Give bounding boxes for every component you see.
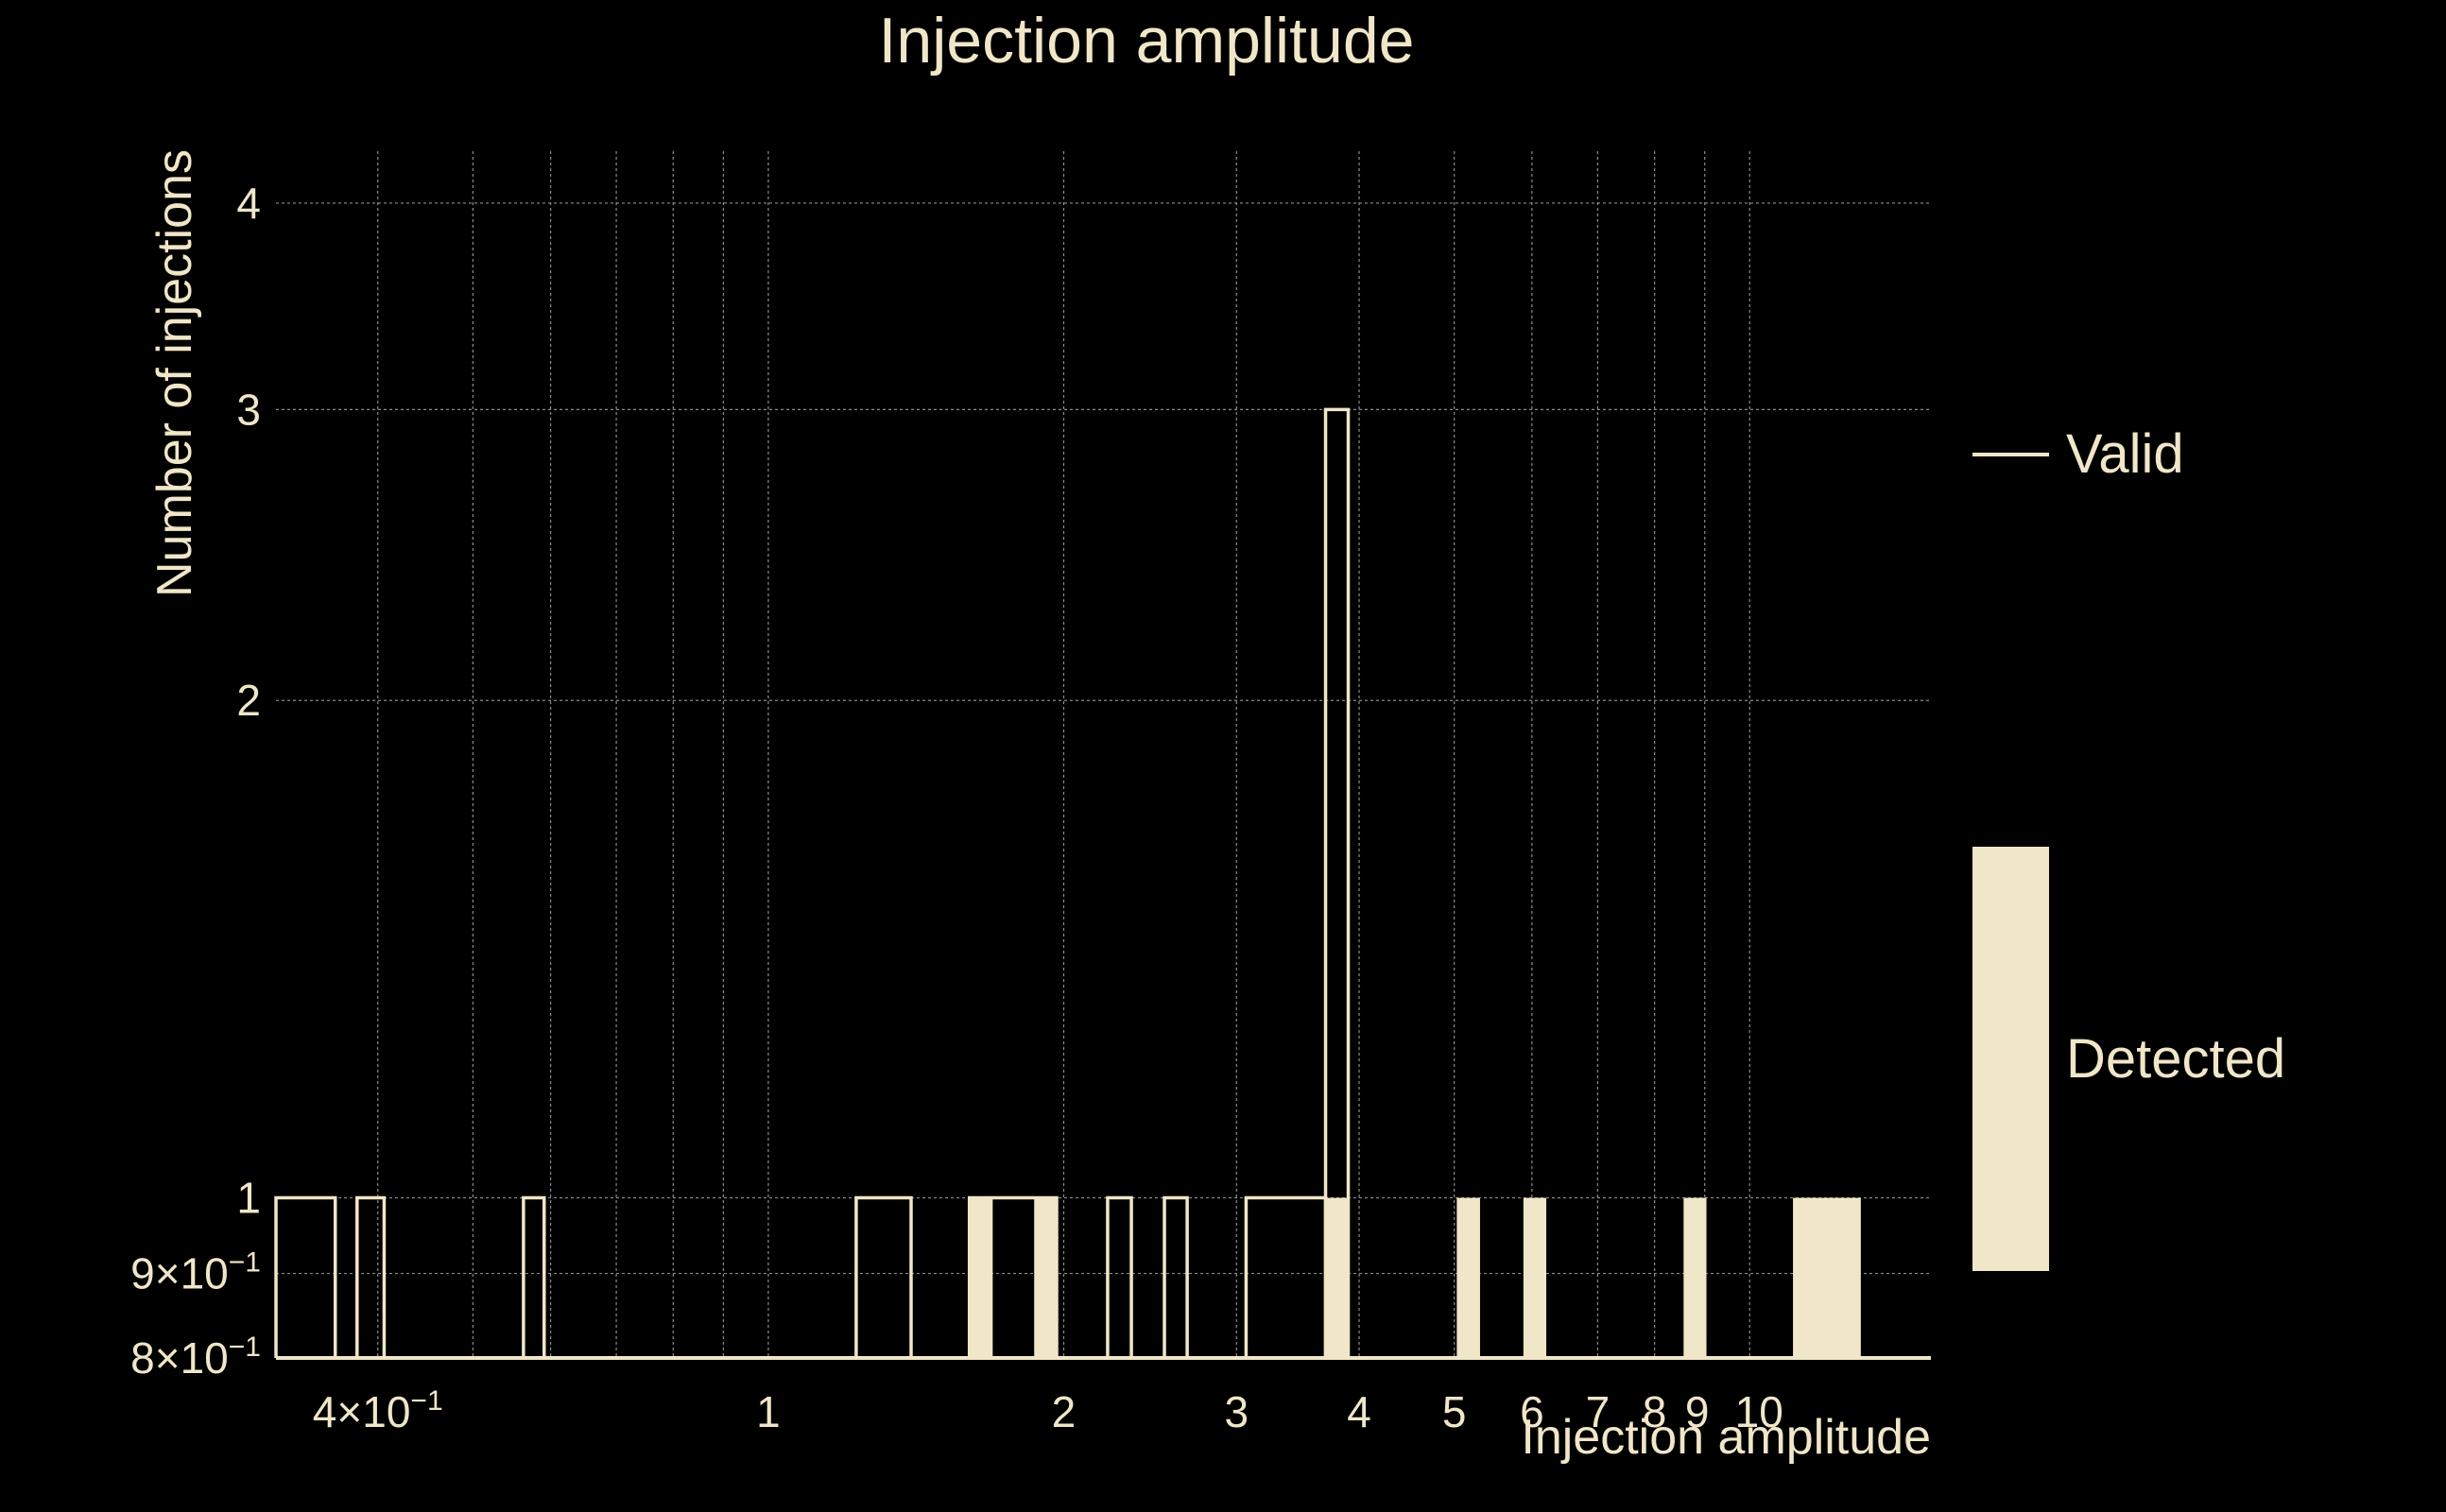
legend-detected-swatch — [1972, 847, 2049, 1271]
detected-bar — [1793, 1197, 1861, 1358]
y-tick-label: 1 — [236, 1174, 261, 1223]
x-axis-label: Injection amplitude — [1521, 1410, 1931, 1465]
valid-bar — [1106, 1195, 1133, 1358]
grid-lines — [276, 151, 1931, 1358]
legend-valid-label: Valid — [2066, 423, 2184, 485]
detected-bar — [1683, 1197, 1707, 1358]
y-tick-label: 2 — [236, 676, 261, 725]
valid-bar — [1323, 407, 1351, 1358]
x-tick-label: 7 — [1586, 1387, 1611, 1436]
y-tick-label: 3 — [236, 385, 261, 434]
chart-title: Injection amplitude — [878, 5, 1414, 77]
detected-bar — [1456, 1197, 1480, 1358]
legend: Valid Detected — [1972, 423, 2285, 1271]
valid-bar — [967, 1195, 1059, 1358]
x-tick-label: 1 — [756, 1387, 781, 1436]
valid-bar — [1163, 1195, 1189, 1358]
detected-bar — [1034, 1197, 1057, 1358]
x-tick-label: 4×10−1 — [313, 1385, 443, 1436]
x-tick-label: 9 — [1685, 1387, 1710, 1436]
valid-bar — [522, 1195, 546, 1358]
x-tick-label: 4 — [1347, 1387, 1371, 1436]
detected-bar — [1523, 1197, 1547, 1358]
x-tick-label: 6 — [1520, 1387, 1544, 1436]
x-tick-label: 10 — [1735, 1387, 1783, 1436]
valid-bar — [355, 1195, 387, 1358]
histogram-bars — [274, 407, 1861, 1358]
detected-bar — [1325, 1197, 1349, 1358]
detected-bar — [969, 1197, 993, 1358]
x-tick-label: 2 — [1052, 1387, 1077, 1436]
y-axis-label: Number of injections — [147, 149, 202, 597]
legend-detected-label: Detected — [2066, 1028, 2285, 1090]
valid-bar — [274, 1195, 337, 1358]
valid-bar — [854, 1195, 913, 1358]
y-tick-label: 4 — [236, 179, 261, 228]
x-tick-label: 3 — [1225, 1387, 1249, 1436]
x-tick-label: 8 — [1643, 1387, 1667, 1436]
x-tick-label: 5 — [1442, 1387, 1467, 1436]
